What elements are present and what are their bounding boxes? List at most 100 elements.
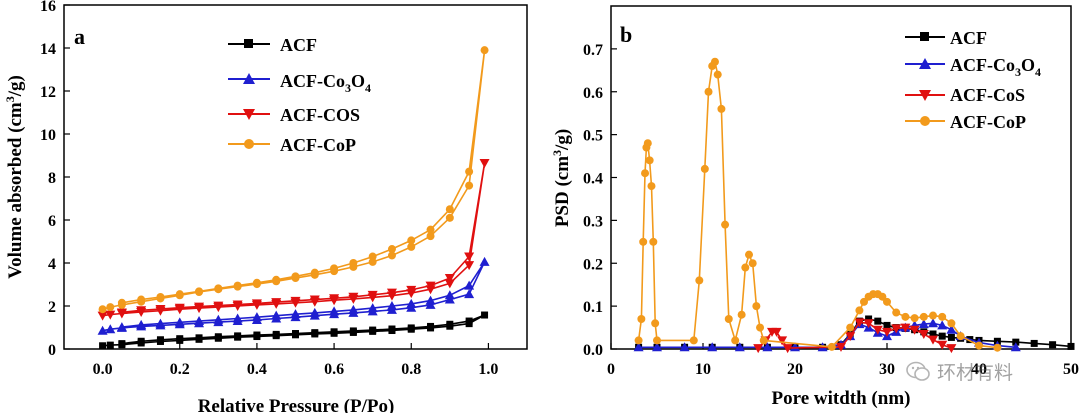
data-point <box>309 307 320 317</box>
data-point <box>176 335 184 343</box>
data-point <box>710 57 719 66</box>
data-point <box>98 305 107 314</box>
data-point <box>854 318 865 328</box>
data-point <box>369 326 377 334</box>
data-point <box>348 304 359 314</box>
data-point <box>790 342 800 352</box>
data-point <box>480 46 489 55</box>
data-point <box>271 310 282 320</box>
x-tick-label: 0.4 <box>247 361 267 378</box>
y-tick-label: 0.0 <box>583 342 603 359</box>
data-point <box>928 318 938 328</box>
data-point <box>643 139 652 148</box>
data-point <box>1030 339 1038 347</box>
x-tick-label: 0.2 <box>170 361 190 378</box>
data-point <box>234 332 242 340</box>
data-point <box>310 268 319 277</box>
panel-a-label: a <box>74 24 85 49</box>
data-point <box>465 317 473 325</box>
data-point <box>407 242 416 251</box>
x-tick-label: 50 <box>1063 361 1079 378</box>
data-point <box>444 290 455 300</box>
data-point <box>721 220 730 229</box>
data-point <box>174 317 185 327</box>
data-point <box>233 281 242 290</box>
data-point <box>387 251 396 260</box>
data-point <box>232 300 243 310</box>
series-line <box>637 60 998 349</box>
data-point <box>330 264 339 273</box>
data-point <box>329 294 340 304</box>
panel-b-legend: ACF ACF-Co3O4 ACF-CoS ACF-CoP <box>905 28 1041 132</box>
data-point <box>777 336 788 346</box>
panel-a: a 0.0 0.2 0.4 0.6 0.8 1.0 0 2 4 6 8 10 12 14 16 Relati… <box>3 0 528 413</box>
data-point <box>845 332 856 342</box>
y-tick-label: 0 <box>48 342 56 359</box>
legend-b-entry-cos: ACF-CoS <box>905 85 1025 105</box>
legend-b-label-acf: ACF <box>950 28 987 48</box>
data-point <box>634 336 643 345</box>
data-point <box>213 301 224 311</box>
data-point <box>349 327 357 335</box>
data-point <box>329 306 340 316</box>
legend-entry-co3o4: ACF-Co3O4 <box>228 71 371 95</box>
data-point <box>1012 338 1020 346</box>
x-tick-label: 30 <box>879 361 895 378</box>
data-point <box>707 342 718 352</box>
data-point <box>1067 342 1075 350</box>
data-point <box>759 336 768 345</box>
data-point <box>956 332 965 341</box>
data-point <box>155 305 166 315</box>
data-point <box>330 328 338 336</box>
data-point <box>704 87 713 96</box>
data-point <box>195 287 204 296</box>
legend-label-cop: ACF-CoP <box>280 135 356 155</box>
data-point <box>731 336 740 345</box>
data-point <box>425 281 436 291</box>
data-point <box>464 289 475 299</box>
data-point <box>713 70 722 79</box>
data-point <box>975 341 983 350</box>
data-point <box>290 296 301 306</box>
data-point <box>425 295 436 305</box>
data-point <box>929 330 937 338</box>
data-point <box>406 285 417 295</box>
x-tick-label: 40 <box>971 361 987 378</box>
data-point <box>137 295 146 304</box>
wechat-icon <box>906 361 930 381</box>
data-point <box>465 181 474 190</box>
data-point <box>291 272 300 281</box>
panel-b-ticks: 0 10 20 30 40 50 0.0 0.1 0.2 0.3 0.4 0.5 0.6 0.7 <box>583 42 1079 378</box>
data-point <box>174 303 185 313</box>
data-point <box>752 302 761 311</box>
data-point <box>874 317 882 325</box>
data-point <box>252 278 261 287</box>
x-tick-label: 0 <box>607 361 615 378</box>
data-point <box>479 256 490 266</box>
data-point <box>865 315 873 323</box>
data-point <box>753 344 764 354</box>
data-point <box>213 314 224 324</box>
x-tick-label: 0.8 <box>401 361 421 378</box>
data-point <box>290 309 301 319</box>
data-point <box>748 259 757 268</box>
data-point <box>444 274 455 284</box>
panel-a-legend: ACF ACF-Co3O4 ACF-COS ACF-CoP <box>228 35 371 155</box>
data-point <box>846 323 855 332</box>
y-tick-label: 0.4 <box>583 171 603 188</box>
data-point <box>883 321 891 329</box>
data-point <box>116 308 127 318</box>
data-point <box>937 340 948 350</box>
data-point <box>737 310 746 319</box>
data-point <box>464 280 475 290</box>
data-point <box>929 311 937 320</box>
legend-label-acf: ACF <box>280 35 317 55</box>
data-point <box>387 245 396 254</box>
y-tick-label: 0.7 <box>583 42 603 59</box>
data-point <box>918 329 929 339</box>
data-point <box>946 324 957 334</box>
watermark-text: 环材有料 <box>937 361 1014 384</box>
panel-b-label: b <box>620 22 632 47</box>
data-point <box>464 261 475 271</box>
data-point <box>938 332 946 340</box>
